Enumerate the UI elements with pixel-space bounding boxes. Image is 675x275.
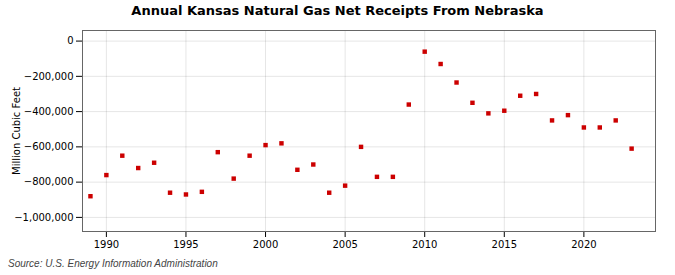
svg-text:2000: 2000 [253, 239, 278, 250]
svg-text:−1,000,000: −1,000,000 [14, 212, 73, 223]
html-text:Annual Kansas Natural Gas Net: Annual Kansas Natural Gas Net Receipts F… [131, 3, 544, 18]
svg-text:−800,000: −800,000 [24, 176, 74, 187]
svg-text:0: 0 [67, 35, 73, 46]
html-text:Source: U.S. Energy Informatio: Source: U.S. Energy Information Administ… [8, 258, 218, 269]
svg-text:2010: 2010 [412, 239, 437, 250]
svg-text:−200,000: −200,000 [24, 71, 74, 82]
svg-text:−600,000: −600,000 [24, 141, 74, 152]
svg-text:2005: 2005 [332, 239, 357, 250]
svg-text:2015: 2015 [492, 239, 517, 250]
svg-text:1990: 1990 [94, 239, 119, 250]
svg-text:Million Cubic Feet: Million Cubic Feet [11, 87, 22, 175]
svg-text:2020: 2020 [571, 239, 596, 250]
svg-text:1995: 1995 [173, 239, 198, 250]
svg-text:−400,000: −400,000 [24, 106, 74, 117]
